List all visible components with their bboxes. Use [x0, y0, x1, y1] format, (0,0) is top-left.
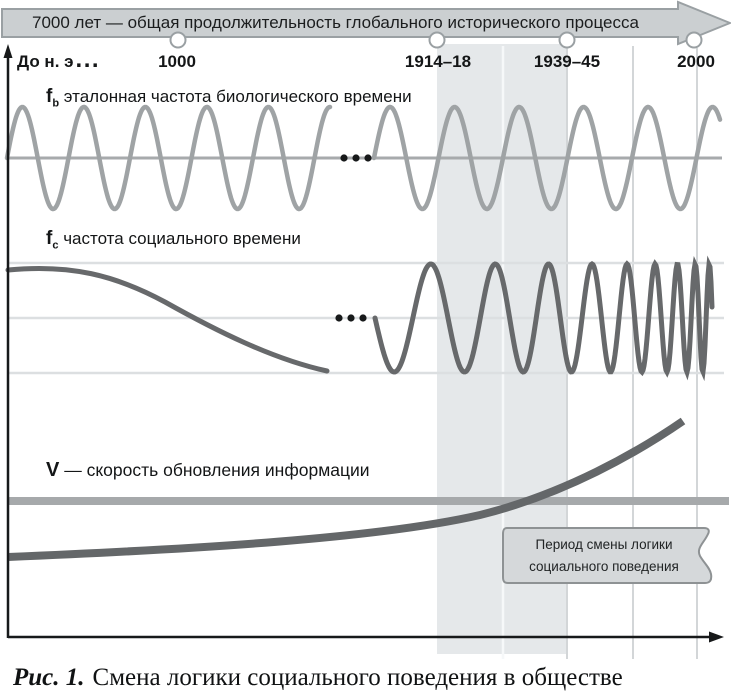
caption-text: Смена логики социального поведения в общ… [92, 664, 623, 691]
fb-subscript: b [52, 97, 60, 110]
fc-slow-curve [5, 265, 330, 374]
marker-1000 [169, 31, 187, 49]
ellipsis-dots-fb [340, 154, 372, 162]
timeline-label-1000: 1000 [158, 52, 196, 71]
timeline-label-1939-45: 1939–45 [533, 52, 601, 71]
marker-1914 [428, 31, 446, 49]
fc-label-text: частота социального времени [63, 229, 301, 248]
fc-symbol: f [46, 228, 53, 249]
v-speed-curve [7, 417, 686, 561]
v-label-text: — скорость обновления информации [64, 460, 370, 480]
fb-symbol: f [46, 86, 53, 107]
y-axis-arrowhead [3, 44, 13, 58]
timeline-label-2000: 2000 [677, 52, 715, 71]
marker-2000 [685, 31, 703, 49]
fc-series-label: fc частота социального времени [46, 228, 301, 251]
fb-wave-right-segment [371, 104, 723, 212]
v-symbol: V [46, 459, 60, 481]
fc-subscript: c [52, 239, 59, 252]
v-series-label: V — скорость обновления информации [46, 459, 370, 482]
timeline-label-era: До н. э... [17, 46, 101, 73]
ellipsis-dots-fc [335, 314, 367, 322]
callout-line2: социального поведения [529, 558, 679, 574]
era-text: До н. э [17, 52, 74, 71]
era-ellipsis: ... [75, 46, 101, 73]
callout-text: Период смены логики социального поведени… [503, 528, 709, 583]
figure-caption: Рис. 1. Смена логики социального поведени… [13, 664, 623, 692]
v-threshold-bar [8, 497, 729, 505]
banner-title: 7000 лет — общая продолжительность глоба… [32, 13, 639, 32]
callout-box [502, 527, 713, 584]
callout-line1: Период смены логики [535, 536, 673, 552]
fc-chirp-wave [372, 255, 715, 382]
timeline-banner-arrow [1, 0, 731, 46]
fb-label-text: эталонная частота биологического времени [63, 87, 412, 106]
timeline-label-1914-18: 1914–18 [404, 52, 472, 71]
x-axis-arrowhead [709, 631, 724, 643]
marker-1939 [558, 31, 576, 49]
fb-series-label: fb эталонная частота биологического врем… [46, 86, 412, 109]
caption-number: Рис. 1. [13, 664, 85, 691]
fb-wave-left-segment [4, 104, 333, 212]
